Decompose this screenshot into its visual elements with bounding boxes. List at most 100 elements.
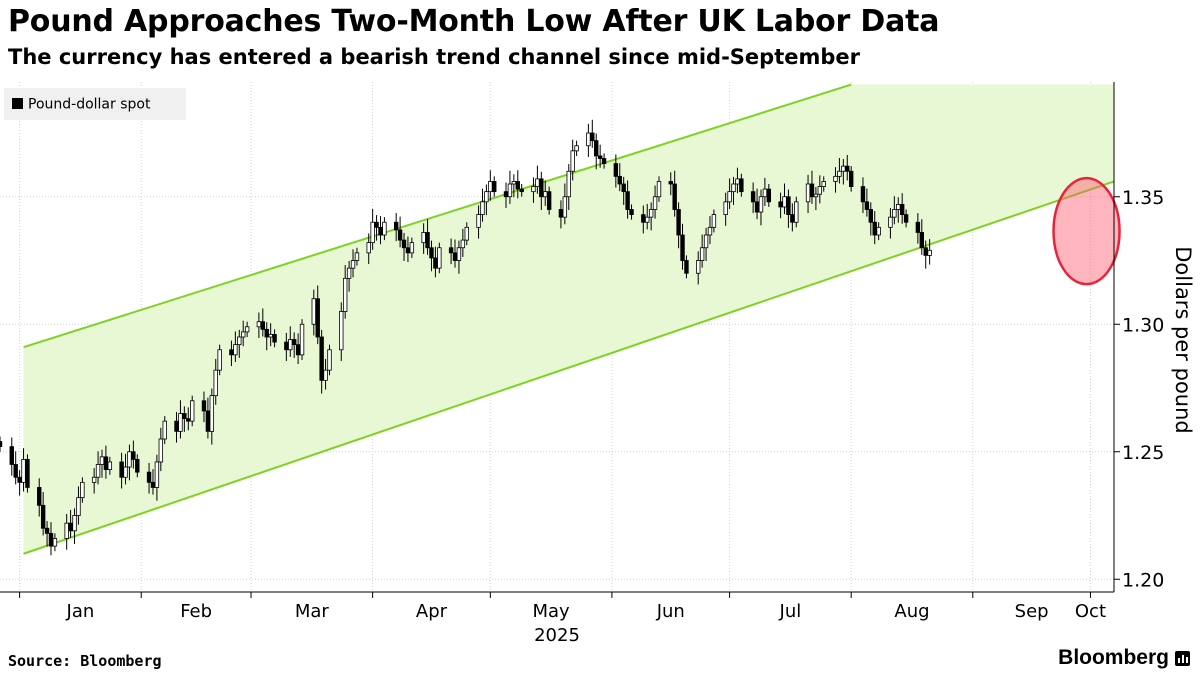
y-tick-label: 1.25 — [1122, 442, 1164, 464]
x-tick-label: Oct — [1075, 601, 1106, 622]
candle-body — [186, 418, 191, 422]
candle-body — [123, 466, 128, 478]
candle-body — [327, 349, 332, 371]
legend-box — [4, 88, 186, 120]
candle-body — [629, 209, 634, 215]
candle-body — [896, 203, 901, 210]
x-tick-label: Jun — [656, 601, 685, 622]
candle-body — [727, 191, 732, 203]
candle-body — [888, 216, 893, 228]
x-tick-label: Apr — [416, 601, 448, 622]
candle-body — [95, 464, 101, 478]
candle-body — [13, 464, 18, 478]
candle-body — [158, 438, 164, 463]
candle-body — [378, 226, 383, 236]
candlestick-series — [0, 119, 932, 556]
bloomberg-terminal-icon — [1175, 650, 1190, 666]
candle-body — [217, 349, 222, 371]
candle-body — [48, 532, 54, 547]
candle-body — [837, 170, 842, 177]
candle-body — [103, 456, 109, 471]
candle-body — [256, 321, 262, 328]
candle-body — [845, 165, 850, 172]
candle-body — [409, 242, 415, 254]
x-tick-label: Aug — [894, 601, 929, 622]
candle-body — [515, 181, 520, 190]
candle-body — [346, 267, 352, 279]
candle-body — [562, 196, 568, 218]
candle-body — [52, 538, 58, 547]
candle-body — [794, 201, 799, 223]
highlight-ellipse — [1052, 176, 1121, 286]
candle-body — [927, 249, 932, 256]
y-tick-label: 1.30 — [1122, 314, 1164, 336]
candle-body — [21, 458, 26, 483]
candle-body — [135, 458, 140, 473]
candle-body — [762, 188, 768, 198]
candle-body — [566, 170, 571, 198]
candle-body — [91, 476, 97, 483]
candle-body — [131, 451, 136, 460]
candle-body — [25, 458, 30, 488]
candle-body — [601, 158, 607, 164]
candle-body — [339, 311, 344, 351]
candle-body — [460, 239, 466, 249]
candle-body — [621, 183, 626, 193]
candle-body — [778, 201, 783, 208]
channel-lower-line — [23, 180, 1115, 555]
candle-body — [539, 178, 544, 198]
candle-body — [676, 209, 681, 236]
candle-body — [507, 183, 513, 198]
candle-body — [429, 247, 434, 259]
candle-body — [480, 201, 485, 216]
candle-body — [323, 369, 328, 381]
candle-body — [72, 515, 77, 532]
candle-body — [739, 178, 744, 193]
candle-body — [464, 226, 469, 241]
candle-body — [201, 400, 207, 412]
candle-body — [766, 188, 772, 203]
candle-body — [625, 191, 630, 210]
candle-body — [64, 522, 69, 539]
x-tick-label: Mar — [295, 601, 330, 622]
bloomberg-logo: Bloomberg — [1058, 646, 1190, 670]
candle-body — [319, 336, 324, 381]
candle-body — [350, 260, 356, 269]
candle-body — [107, 461, 113, 471]
candle-body — [723, 201, 728, 216]
candle-body — [892, 209, 897, 218]
candle-body — [696, 260, 701, 274]
candle-body — [244, 326, 250, 333]
candle-body — [421, 232, 426, 244]
candle-body — [76, 497, 81, 516]
candle-body — [641, 214, 646, 223]
candle-body — [519, 188, 524, 193]
candle-body — [213, 369, 218, 397]
candle-body — [393, 221, 399, 231]
candle-body — [44, 527, 50, 534]
candle-body — [586, 132, 591, 147]
candle-body — [0, 441, 3, 448]
candle-body — [315, 298, 320, 338]
candle-body — [711, 214, 717, 228]
x-year-label: 2025 — [534, 625, 580, 646]
candle-body — [872, 221, 877, 236]
candle-body — [382, 221, 387, 236]
candle-body — [503, 191, 509, 198]
candle-body — [899, 203, 905, 215]
candle-body — [668, 181, 673, 185]
brand-name: Bloomberg — [1058, 646, 1169, 669]
x-tick-label: Jul — [779, 601, 802, 622]
candle-body — [543, 191, 548, 198]
candle-body — [229, 349, 234, 356]
x-tick-label: Feb — [180, 601, 212, 622]
candle-body — [291, 339, 297, 346]
candle-body — [174, 420, 179, 432]
candle-body — [284, 341, 289, 351]
candle-body — [919, 232, 924, 249]
candle-body — [154, 461, 160, 488]
candle-body — [531, 186, 536, 193]
candle-body — [162, 420, 167, 440]
candle-body — [37, 487, 42, 506]
